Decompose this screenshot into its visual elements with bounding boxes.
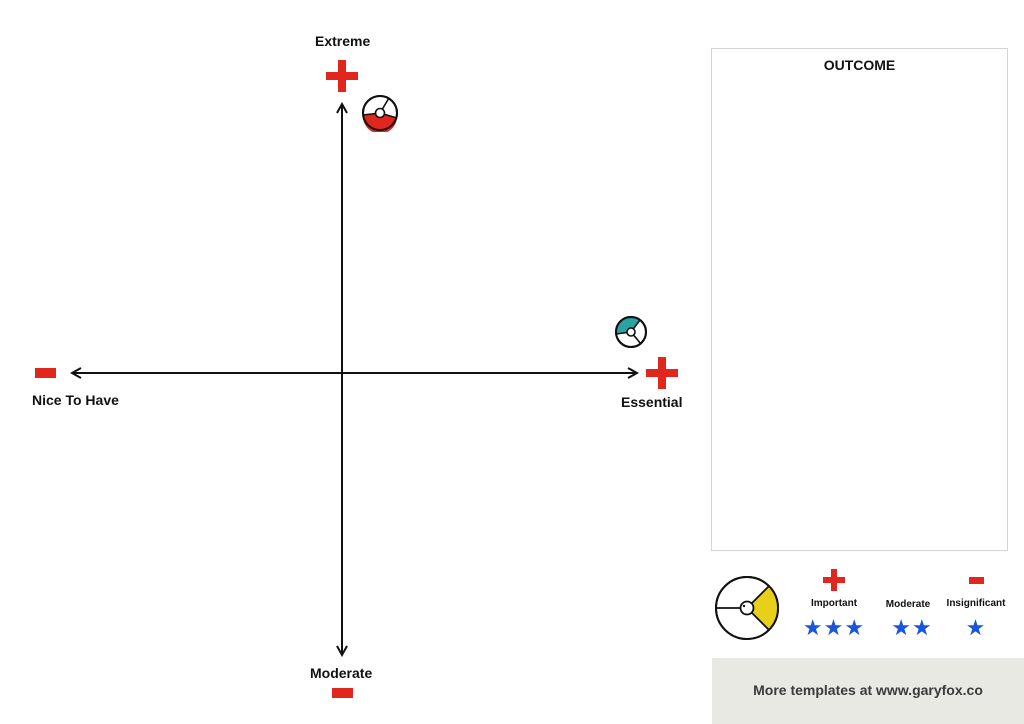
y-axis-bottom-label: Moderate — [310, 665, 373, 681]
plus-icon — [326, 60, 358, 92]
legend-stars-important: ★★★ — [802, 615, 866, 640]
plus-icon — [646, 357, 678, 389]
legend-stars-insignificant: ★ — [965, 615, 987, 640]
pie-wheel-marker-teal[interactable] — [614, 315, 648, 349]
y-axis-top-label: Extreme — [315, 33, 371, 49]
legend-label-moderate: Moderate — [885, 599, 931, 610]
x-axis-left-label: Nice To Have — [32, 392, 119, 408]
outcome-panel[interactable]: OUTCOME — [711, 48, 1008, 551]
legend-minus-icon — [969, 577, 984, 584]
legend-stars-moderate: ★★ — [891, 615, 933, 640]
footer-link[interactable]: More templates at www.garyfox.co — [753, 682, 983, 698]
minus-icon — [332, 688, 353, 698]
minus-icon — [35, 368, 56, 378]
matrix-axes — [0, 0, 700, 724]
legend-wheel-icon — [715, 576, 779, 640]
pie-wheel-marker-red[interactable] — [361, 94, 399, 132]
legend-plus-icon — [823, 569, 845, 591]
outcome-title: OUTCOME — [823, 57, 896, 73]
x-axis-right-label: Essential — [621, 394, 683, 410]
footer-banner[interactable]: More templates at www.garyfox.co — [712, 658, 1024, 724]
legend-label-important: Important — [810, 598, 858, 609]
legend-label-insignificant: Insignificant — [946, 598, 1006, 609]
